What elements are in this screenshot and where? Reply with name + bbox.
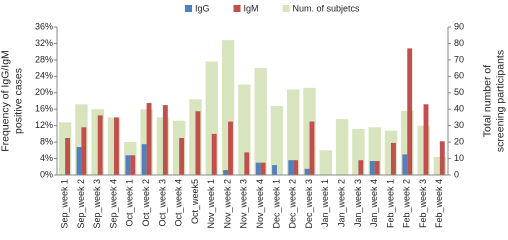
bar: [65, 138, 71, 175]
y-tick-label: 12%: [35, 120, 53, 130]
axis-title-line: Frequency of IgG/IgM: [0, 50, 11, 152]
subjects-bar: [270, 105, 284, 175]
x-tick-label: Jan_week 3: [353, 179, 363, 227]
legend-label: Num. of subjetcs: [293, 3, 361, 13]
bar: [309, 121, 315, 175]
x-tick-label: Jan_week 1: [320, 179, 330, 227]
bar: [288, 160, 294, 175]
legend-swatch: [233, 5, 241, 12]
x-tick-label: Jan_week 2: [336, 179, 346, 227]
x-tick-label: Dec_week 3: [304, 179, 314, 229]
legend-label: IgG: [195, 3, 210, 13]
x-tick-label: Oct_week 3: [157, 179, 167, 227]
x-tick-label: Sep_week 2: [76, 179, 86, 229]
legend-label: IgM: [244, 3, 259, 13]
bar: [439, 141, 445, 175]
y-tick-label: 28%: [35, 54, 53, 64]
subjects-bar: [287, 89, 300, 175]
x-tick-label: Nov_week 2: [222, 179, 232, 229]
y-tick-label: 0%: [40, 169, 53, 179]
legend-swatch: [185, 5, 192, 12]
bar: [114, 117, 119, 175]
bar: [179, 138, 185, 175]
y-tick-label: 8%: [40, 136, 53, 146]
y2-tick-label: 70: [454, 54, 464, 64]
bar: [130, 155, 136, 175]
bar: [125, 155, 131, 175]
bar: [369, 161, 375, 175]
bar: [293, 160, 299, 175]
subjects-bar: [335, 119, 349, 175]
bar: [195, 111, 201, 175]
y2-tick-label: 90: [454, 21, 464, 31]
y-tick-label: 24%: [35, 71, 53, 81]
bar: [272, 165, 277, 175]
x-tick-label: Feb_week 2: [402, 179, 412, 228]
bar: [255, 162, 261, 175]
x-tick-label: Dec_week 2: [288, 179, 298, 229]
bar: [146, 103, 152, 175]
y2-tick-label: 50: [454, 87, 464, 97]
bar: [223, 170, 229, 175]
y-tick-label: 36%: [35, 21, 53, 31]
x-tick-label: Feb_week 3: [418, 179, 428, 228]
x-tick-label: Nov_week 3: [239, 179, 249, 229]
bar: [211, 133, 217, 175]
bar: [228, 121, 233, 175]
bar: [407, 48, 413, 175]
y-tick-label: 4%: [40, 153, 53, 163]
x-tick-label: Oct_week 4: [174, 179, 184, 227]
x-tick-label: Oct_week 2: [141, 179, 151, 227]
x-tick-label: Nov_week 4: [255, 179, 265, 229]
bar: [81, 127, 87, 175]
y2-tick-label: 10: [454, 153, 464, 163]
axis-title-line: screening participants: [494, 50, 506, 152]
x-tick-label: Sep_week 4: [108, 179, 118, 229]
chart: 0% 4% 8% 12% 16% 20% 24% 28% 32% 36% 0 10 20 30 40 50 60…: [0, 3, 506, 229]
bar: [374, 161, 380, 175]
y-tick-label: 32%: [35, 38, 53, 48]
x-tick-label: Feb_week 1: [385, 179, 395, 228]
x-tick-label: Oct_week5: [190, 179, 200, 224]
x-tick-label: Sep_week 3: [92, 179, 102, 229]
x-tick-label: Sep_week 1: [60, 179, 70, 229]
y2-tick-label: 40: [454, 104, 464, 114]
x-tick-label: Oct_week 1: [125, 179, 135, 227]
bar: [260, 162, 266, 175]
bar: [402, 154, 408, 175]
bar: [304, 168, 310, 175]
y2-tick-label: 20: [454, 136, 464, 146]
y2-tick-label: 30: [454, 120, 464, 130]
subjects-bar: [254, 68, 267, 175]
bar: [423, 104, 429, 175]
x-tick-label: Jan_week 4: [369, 179, 379, 227]
bar: [358, 160, 364, 175]
y2-axis-title: Total number ofscreening participants: [481, 50, 506, 152]
axis-title-line: Total number of: [481, 65, 493, 137]
subjects-bar: [319, 150, 333, 175]
y2-tick-label: 80: [454, 38, 464, 48]
bar: [76, 147, 82, 175]
y2-tick-label: 0: [454, 169, 459, 179]
bar: [244, 152, 250, 175]
bar: [390, 142, 396, 175]
x-tick-label: Dec_week 1: [271, 179, 281, 229]
y-tick-label: 16%: [35, 104, 53, 114]
y2-tick-label: 60: [454, 71, 464, 81]
axis-title-line: positive cases: [12, 68, 24, 134]
bar: [162, 105, 168, 175]
bar: [97, 115, 103, 175]
x-tick-label: Feb_week 4: [434, 179, 444, 228]
y-axis-title: Frequency of IgG/IgMpositive cases: [0, 50, 24, 152]
x-tick-label: Nov_week 1: [206, 179, 216, 229]
bar: [141, 144, 147, 175]
y-tick-label: 20%: [35, 87, 53, 97]
legend-swatch: [282, 5, 290, 12]
